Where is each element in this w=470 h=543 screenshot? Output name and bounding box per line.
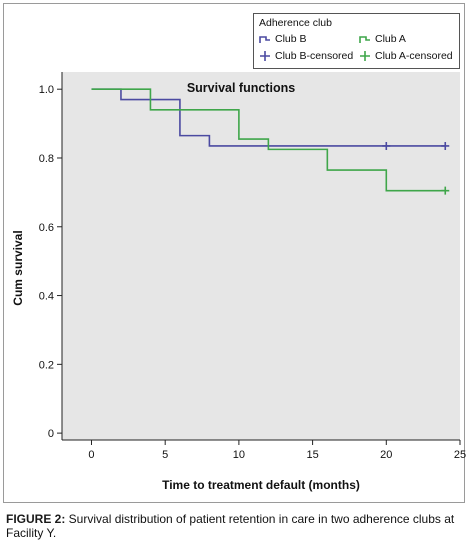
legend-label-club-a-censored: Club A-censored — [375, 50, 453, 62]
plus-icon — [260, 51, 270, 61]
plot-background — [62, 72, 460, 440]
step-line-icon — [259, 36, 270, 43]
x-tick-label: 15 — [306, 449, 318, 461]
legend-entry-club-a-censored: Club A-censored — [359, 50, 453, 62]
caption-label: FIGURE 2: — [6, 512, 66, 526]
legend-entry-club-b-censored: Club B-censored — [259, 50, 353, 62]
survival-chart: Survival functions 0 5 10 15 20 2500.20.40.60… — [11, 72, 466, 492]
legend-label-club-b: Club B — [275, 33, 307, 45]
legend-entry-club-b: Club B — [259, 33, 307, 45]
y-tick-label: 0.2 — [39, 359, 54, 371]
x-tick-label: 10 — [233, 449, 245, 461]
figure-frame — [3, 3, 465, 503]
y-tick-label: 0.8 — [39, 153, 54, 165]
series-line-club-a — [91, 88, 446, 192]
y-tick-label: 0.6 — [39, 222, 54, 234]
series-layer — [91, 88, 450, 195]
y-tick-label: 1.0 — [39, 84, 54, 96]
chart-title: Survival functions — [187, 81, 295, 95]
legend: Adherence club Club B Club A Club B-cens… — [253, 13, 460, 69]
x-axis-title: Time to treatment default (months) — [162, 478, 360, 492]
x-tick-label: 20 — [380, 449, 392, 461]
step-line-icon — [359, 36, 370, 43]
x-tick-label: 0 — [88, 449, 94, 461]
x-tick-label: 5 — [162, 449, 168, 461]
legend-label-club-a: Club A — [375, 33, 406, 45]
series-line-club-b — [91, 88, 446, 147]
legend-label-club-b-censored: Club B-censored — [275, 50, 354, 62]
legend-entry-club-a: Club A — [359, 33, 406, 45]
caption-text: Survival distribution of patient retenti… — [6, 512, 455, 540]
x-tick-label: 25 — [454, 449, 466, 461]
censor-mark-club-b — [441, 141, 450, 150]
censor-mark-club-a — [441, 186, 450, 195]
censor-mark-club-b — [382, 141, 391, 150]
y-tick-label: 0.4 — [39, 291, 54, 303]
legend-title: Adherence club — [259, 17, 332, 29]
y-axis-title: Cum survival — [11, 230, 25, 305]
y-tick-label: 0 — [48, 428, 54, 440]
figure-caption: FIGURE 2: Survival distribution of patie… — [6, 512, 466, 540]
plus-icon — [360, 51, 370, 61]
axes: 0 5 10 15 20 25 0 0.2 0.4 0.6 0.8 1.0 — [39, 72, 466, 461]
